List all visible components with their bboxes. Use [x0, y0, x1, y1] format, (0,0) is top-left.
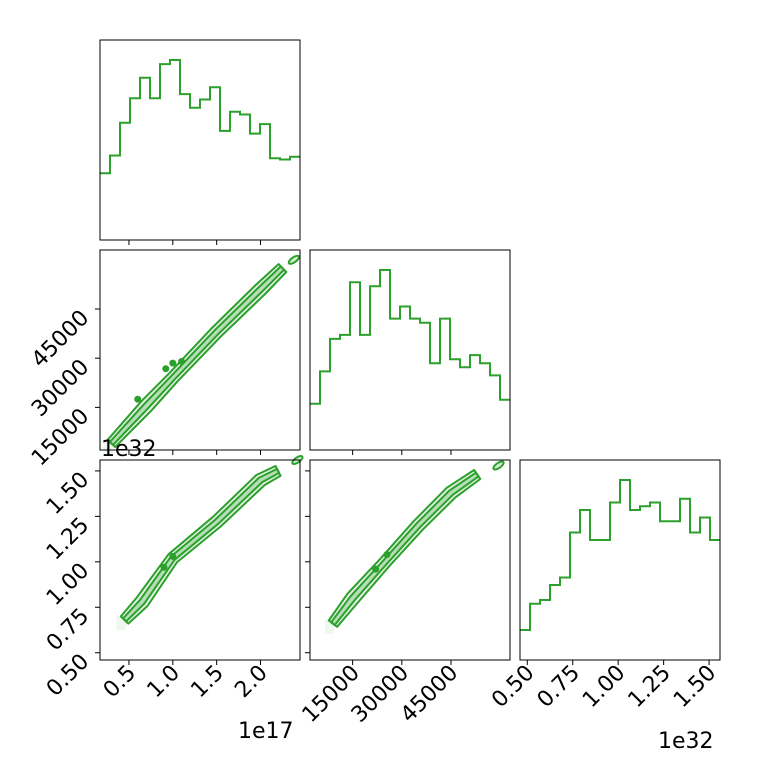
contour-inner-1 [122, 467, 281, 623]
x-tick-label-v2-0: 0.50 [487, 661, 539, 713]
contour-peak-0-0 [134, 395, 142, 403]
histogram-panel-1 [310, 269, 510, 405]
panel-frame-2-0 [99, 459, 301, 661]
y-tick-label-v2-2: 1.00 [42, 558, 94, 610]
contour-peak-0-1 [169, 359, 177, 367]
x-tick-label-v0-1: 1.0 [143, 661, 185, 703]
x-tick-label-v0-3: 2.0 [230, 661, 272, 703]
offset-label-x-v2: 1e32 [658, 729, 714, 754]
contour-peak-0-3 [178, 358, 186, 365]
y-tick-label-v2-4: 1.50 [42, 467, 94, 519]
histogram-step-line-2 [520, 479, 720, 631]
x-tick-label-v0-2: 1.5 [186, 661, 228, 703]
panel-frame-2-1 [309, 459, 511, 661]
contour-low-density-patch-1 [116, 616, 126, 630]
y-tick-label-v2-0: 0.50 [42, 649, 94, 701]
contour-inner-2 [330, 471, 480, 626]
contour-peak-0-2 [162, 365, 170, 373]
contour-low-density-patch-2 [325, 619, 334, 634]
x-tick-label-v2-4: 1.50 [669, 661, 721, 713]
y-tick-label-v2-1: 0.75 [42, 604, 94, 656]
contour-panel-2 [325, 460, 505, 634]
panel-frame-2-2 [519, 459, 721, 661]
panel-frame-0-0 [99, 39, 301, 241]
x-tick-label-v2-2: 1.00 [578, 661, 630, 713]
histogram-step-line-0 [100, 59, 300, 175]
contour-blob-2-0 [492, 460, 505, 471]
contour-panel-1 [116, 454, 304, 630]
offset-label-y-v2: 1e32 [101, 437, 157, 462]
contour-peak-1-0 [160, 563, 168, 571]
x-tick-label-v0-0: 0.5 [99, 661, 141, 703]
x-tick-label-v2-3: 1.25 [624, 661, 676, 713]
histogram-step-line-1 [310, 269, 510, 405]
contour-panel-0 [103, 254, 301, 454]
contour-outer-1 [119, 465, 282, 625]
contour-peak-1-1 [169, 552, 177, 560]
contour-peak-2-1 [383, 551, 391, 558]
contour-peak-2-0 [372, 565, 380, 573]
contour-inner-0 [108, 265, 285, 446]
histogram-panel-2 [520, 479, 720, 631]
x-tick-label-v2-1: 0.75 [533, 661, 585, 713]
panel-frame-1-1 [309, 249, 511, 451]
contour-low-density-patch-0 [103, 439, 113, 454]
y-tick-label-v2-3: 1.25 [42, 513, 94, 565]
offset-label-x-v0: 1e17 [238, 719, 294, 744]
contour-blob-0-0 [287, 254, 301, 265]
panel-frame-1-0 [99, 249, 301, 451]
histogram-panel-0 [100, 59, 300, 175]
